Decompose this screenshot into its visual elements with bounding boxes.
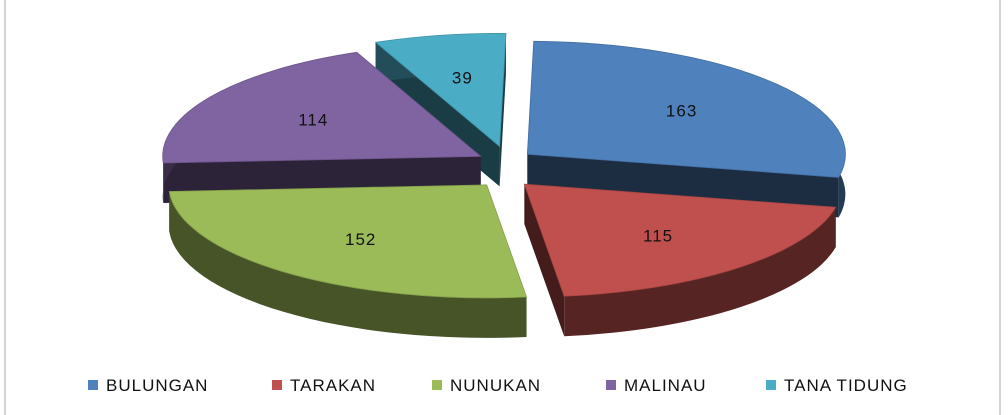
slice-side [169,191,527,338]
legend-swatch [606,380,616,390]
slice-wall [524,184,565,337]
pie: 163 115 152 114 39 [162,33,846,338]
slice [168,184,528,299]
slice [162,51,482,164]
slice-side [564,207,836,337]
slice [526,40,846,178]
data-label: 152 [345,230,376,249]
legend-label: BULUNGAN [106,376,208,395]
data-label: 115 [643,227,673,246]
legend-swatch [272,380,282,390]
legend: BULUNGAN TARAKAN NUNUKAN MALINAU TANA TIDUNG [88,376,908,395]
data-label: 163 [666,102,697,121]
legend-label: TANA TIDUNG [784,376,908,395]
data-label: 114 [298,110,328,129]
legend-label: NUNUKAN [450,376,541,395]
legend-swatch [432,380,442,390]
legend-swatch [88,380,98,390]
legend-label: MALINAU [624,376,707,395]
slice [374,33,507,148]
slice [523,183,837,297]
data-label: 39 [452,69,473,88]
legend-label: TARAKAN [290,376,376,395]
legend-swatch [766,380,776,390]
